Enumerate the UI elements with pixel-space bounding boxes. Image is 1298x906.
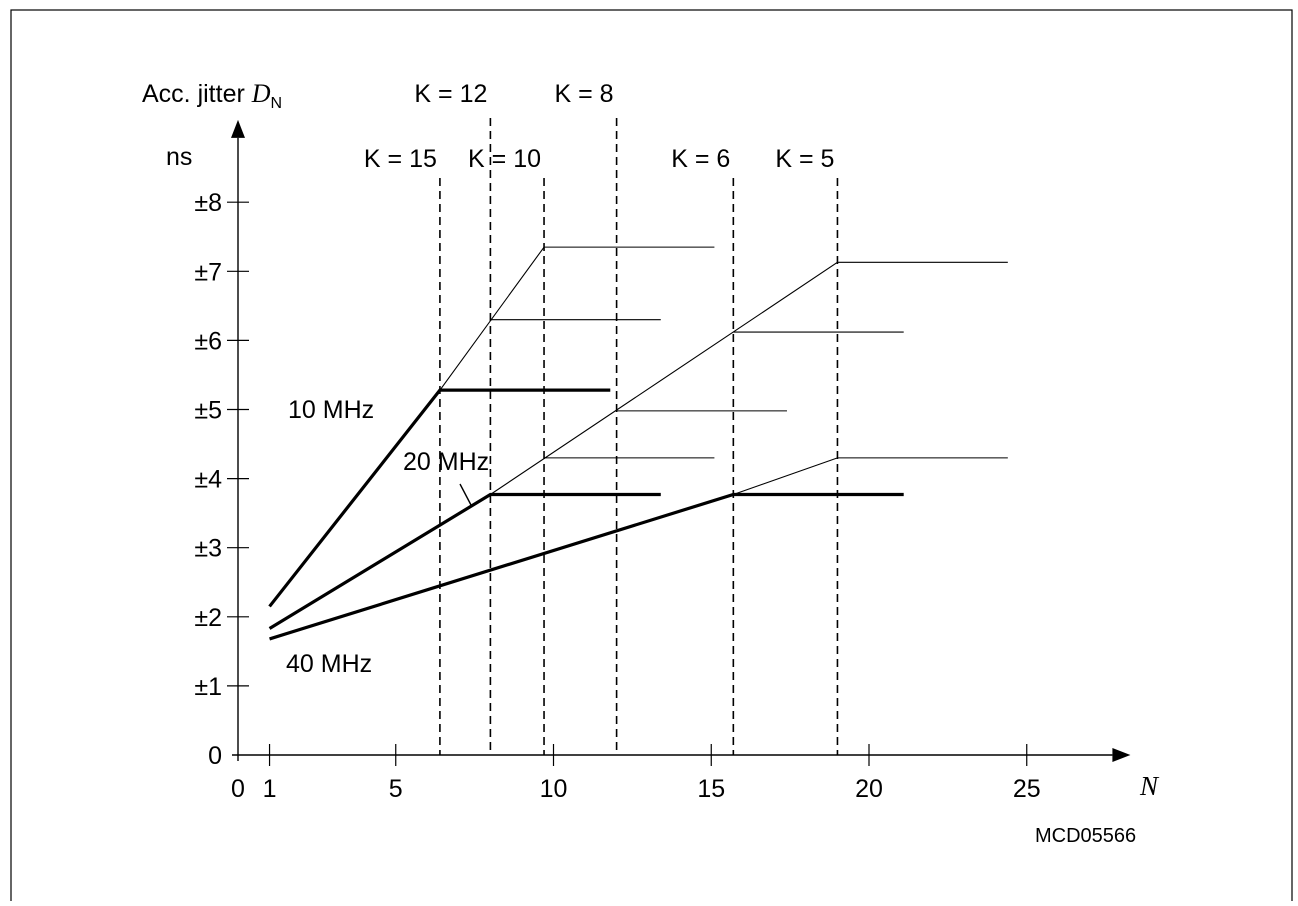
k-marker-label: K = 15 bbox=[364, 145, 437, 173]
x-tick-label: 5 bbox=[389, 775, 403, 803]
x-axis-label: N bbox=[1139, 771, 1160, 801]
thin-lines bbox=[439, 246, 1008, 496]
y-axis-unit: ns bbox=[166, 143, 192, 171]
series-line bbox=[269, 492, 904, 641]
x-tick-label: 10 bbox=[540, 775, 568, 803]
y-axis-arrow bbox=[231, 119, 245, 138]
ticks: 0 1 5 10 15 20 250±1±2±3±4±5±6±7±8 bbox=[194, 189, 1040, 803]
x-tick-label: 1 bbox=[263, 775, 277, 803]
y-tick-label: ±8 bbox=[194, 189, 222, 217]
figure-code: MCD05566 bbox=[1035, 825, 1136, 847]
y-tick-label: ±5 bbox=[194, 397, 222, 425]
y-tick-label: ±6 bbox=[194, 327, 222, 355]
k-marker-label: K = 10 bbox=[468, 145, 541, 173]
k-marker-label: K = 5 bbox=[775, 145, 834, 173]
thin-line bbox=[733, 457, 1008, 496]
x-tick-label: 25 bbox=[1013, 775, 1041, 803]
thin-line bbox=[490, 261, 1008, 495]
y-axis-label: Acc. jitter DN bbox=[142, 79, 282, 112]
series-label-40mhz: 40 MHz bbox=[286, 650, 372, 678]
x-tick-label: 20 bbox=[855, 775, 883, 803]
k-markers: K = 15 K = 12 K = 10 K = 8 K = 6 K = 5 bbox=[364, 80, 839, 755]
y-tick-label: ±7 bbox=[194, 258, 222, 286]
x-tick-label: 15 bbox=[697, 775, 725, 803]
series-line bbox=[268, 492, 661, 630]
k-marker-label: K = 8 bbox=[555, 80, 614, 108]
chart-frame bbox=[10, 9, 1293, 906]
k-marker-label: K = 12 bbox=[414, 80, 487, 108]
x-tick-label: 0 bbox=[231, 775, 245, 803]
y-tick-label: 0 bbox=[208, 742, 222, 770]
y-tick-label: ±3 bbox=[194, 535, 222, 563]
series-lines bbox=[268, 388, 904, 641]
x-axis-arrow bbox=[1112, 748, 1131, 762]
thin-line bbox=[439, 246, 715, 391]
y-tick-label: ±2 bbox=[194, 604, 222, 632]
axes bbox=[231, 119, 1131, 762]
series-label-10mhz: 10 MHz bbox=[288, 396, 374, 424]
series-line bbox=[268, 388, 611, 608]
y-tick-label: ±1 bbox=[194, 673, 222, 701]
k-marker-label: K = 6 bbox=[671, 145, 730, 173]
series-label-20mhz-leader bbox=[459, 483, 472, 506]
series-label-20mhz: 20 MHz bbox=[403, 448, 489, 476]
y-tick-label: ±4 bbox=[194, 466, 222, 494]
